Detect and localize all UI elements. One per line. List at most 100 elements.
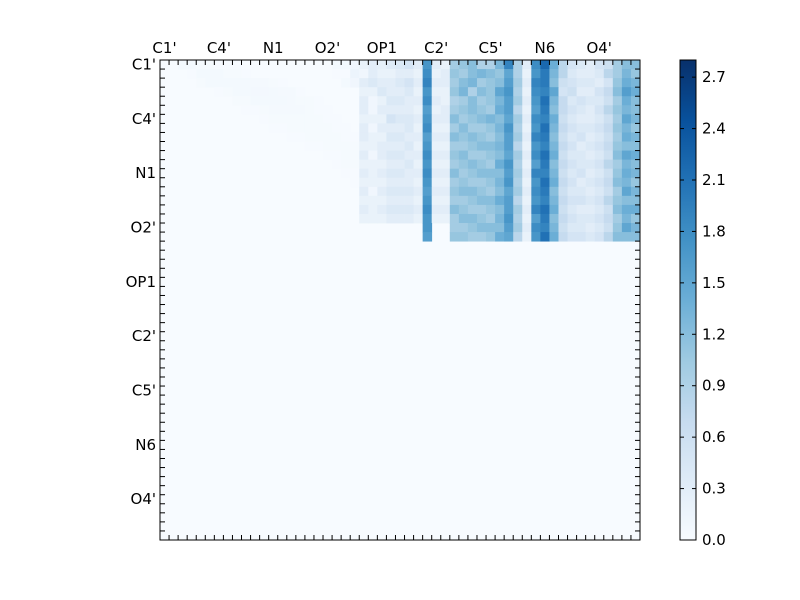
heatmap-cell	[241, 105, 251, 115]
heatmap-cell	[304, 123, 315, 133]
heatmap-cell	[413, 87, 424, 97]
y-tick-label: C4'	[132, 110, 156, 128]
heatmap-cell	[422, 223, 433, 233]
heatmap-cell	[377, 105, 387, 115]
heatmap-cell	[540, 78, 550, 88]
heatmap-cell	[313, 105, 324, 115]
heatmap-cell	[332, 114, 342, 124]
heatmap-cell	[386, 141, 396, 151]
heatmap-cell	[495, 232, 505, 242]
heatmap-cell	[449, 96, 460, 106]
heatmap-cell	[431, 132, 442, 142]
heatmap-cell	[476, 195, 487, 206]
heatmap-cell	[413, 96, 424, 106]
heatmap-cell	[341, 60, 351, 70]
heatmap-cell	[612, 168, 623, 179]
heatmap-cell	[377, 114, 387, 124]
heatmap-cell	[549, 177, 559, 188]
colorbar-tick-label: 0.6	[702, 428, 726, 446]
heatmap-cell	[612, 123, 623, 133]
heatmap-cell	[359, 87, 369, 97]
heatmap-cell	[486, 123, 496, 133]
heatmap-cell	[567, 195, 578, 206]
heatmap-cell	[486, 159, 496, 170]
heatmap-cell	[368, 132, 378, 142]
heatmap-cell	[377, 213, 387, 224]
heatmap-cell	[522, 96, 532, 106]
heatmap-cell	[612, 159, 623, 170]
heatmap-cell	[495, 60, 505, 70]
heatmap-cell	[603, 150, 614, 161]
heatmap-cell	[431, 78, 442, 88]
heatmap-cell	[449, 69, 460, 79]
heatmap-cell	[458, 168, 469, 179]
heatmap-cell	[178, 60, 188, 70]
y-tick-label: C5'	[132, 382, 156, 400]
heatmap-cell	[458, 78, 469, 88]
heatmap-cell	[621, 96, 632, 106]
heatmap-cell	[377, 195, 387, 206]
heatmap-cell	[368, 159, 378, 170]
heatmap-cell	[295, 132, 306, 142]
heatmap-cell	[359, 195, 369, 206]
heatmap-cell	[576, 96, 587, 106]
heatmap-cell	[467, 60, 478, 70]
heatmap-cell	[594, 141, 605, 151]
heatmap-cell	[359, 78, 369, 88]
heatmap-cell	[567, 186, 578, 197]
heatmap-cell	[603, 123, 614, 133]
heatmap-cell	[567, 69, 578, 79]
heatmap-cell	[504, 168, 514, 179]
heatmap-cell	[495, 177, 505, 188]
heatmap-cell	[377, 204, 387, 215]
heatmap-cell	[304, 105, 315, 115]
heatmap-cell	[449, 105, 460, 115]
heatmap-cell	[576, 105, 587, 115]
heatmap-cell	[214, 69, 224, 79]
heatmap-cell	[214, 60, 224, 70]
heatmap-cell	[594, 159, 605, 170]
heatmap-cell	[567, 141, 578, 151]
heatmap-cell	[295, 105, 306, 115]
heatmap-cell	[476, 223, 487, 233]
heatmap-cell	[486, 105, 496, 115]
heatmap-cell	[431, 213, 442, 224]
heatmap-cell	[522, 223, 532, 233]
heatmap-cell	[359, 123, 369, 133]
heatmap-cell	[286, 132, 297, 142]
heatmap-cell	[413, 177, 424, 188]
heatmap-cell	[232, 69, 242, 79]
colorbar-tick-label: 0.0	[702, 531, 726, 549]
heatmap-cell	[404, 87, 414, 97]
heatmap-cell	[413, 132, 424, 142]
heatmap-cell	[486, 232, 496, 242]
heatmap-cell	[621, 60, 632, 70]
heatmap-cell	[585, 60, 596, 70]
heatmap-cell	[476, 69, 487, 79]
heatmap-cell	[594, 232, 605, 242]
heatmap-cell	[594, 195, 605, 206]
heatmap-cell	[549, 114, 559, 124]
heatmap-cell	[567, 132, 578, 142]
colorbar-tick-label: 1.2	[702, 325, 726, 343]
heatmap-cell	[549, 204, 559, 215]
heatmap-cell	[377, 168, 387, 179]
heatmap-cell	[531, 168, 541, 179]
heatmap-cell	[241, 87, 251, 97]
heatmap-cell	[404, 204, 414, 215]
heatmap-cell	[486, 96, 496, 106]
heatmap-cell	[277, 78, 288, 88]
heatmap-cell	[350, 168, 360, 179]
heatmap-cell	[449, 204, 460, 215]
x-tick-label: N1	[263, 39, 284, 57]
heatmap-cell	[540, 132, 550, 142]
heatmap-cell	[413, 141, 424, 151]
y-tick-label: O2'	[131, 219, 156, 237]
heatmap-cell	[594, 223, 605, 233]
heatmap-cell	[386, 168, 396, 179]
heatmap-cell	[350, 60, 360, 70]
heatmap-cell	[386, 177, 396, 188]
heatmap-cell	[467, 87, 478, 97]
heatmap-cell	[603, 105, 614, 115]
